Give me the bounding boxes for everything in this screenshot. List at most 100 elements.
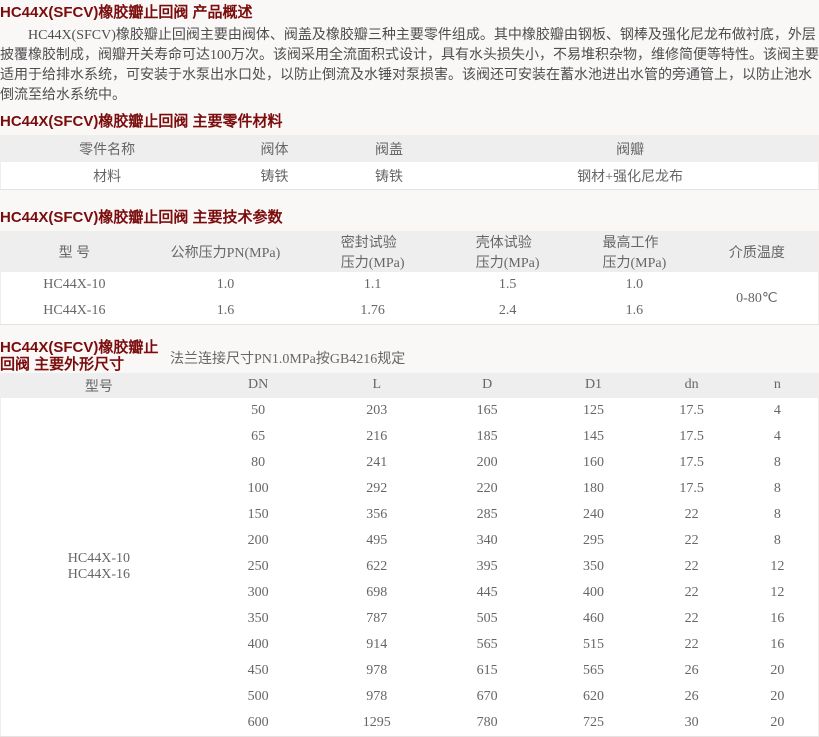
data-cell: 500 bbox=[247, 689, 269, 704]
data-cell: 12 bbox=[770, 559, 785, 574]
data-cell: 250 bbox=[247, 559, 269, 574]
data-cell: 8 bbox=[773, 507, 781, 522]
column-header: 阀盖 bbox=[335, 135, 443, 162]
data-cell: 220 bbox=[476, 481, 498, 496]
dimensions-section-title: HC44X(SFCV)橡胶瓣止回阀 主要外形尺寸 bbox=[0, 339, 159, 373]
table-row: 450 978 615 565 26 20 bbox=[1, 658, 819, 684]
data-cell: 17.5 bbox=[679, 429, 704, 444]
column-header: 型 号 bbox=[0, 231, 148, 272]
model-cell: HC44X-10 HC44X-16 bbox=[67, 551, 131, 582]
data-cell: 203 bbox=[366, 403, 388, 418]
data-cell: 622 bbox=[366, 559, 388, 574]
column-header: 阀瓣 bbox=[442, 135, 819, 162]
data-cell: 22 bbox=[684, 559, 699, 574]
data-cell: 17.5 bbox=[679, 455, 704, 470]
column-header: 密封试验 压力(MPa) bbox=[303, 231, 443, 272]
data-cell: 26 bbox=[684, 663, 699, 678]
table-row: 150 356 285 240 22 8 bbox=[1, 502, 819, 528]
data-cell: 600 bbox=[247, 715, 269, 730]
table-row: 600 1295 780 725 30 20 bbox=[1, 710, 819, 737]
data-cell: 295 bbox=[583, 533, 604, 548]
table-row: HC44X-16 1.6 1.76 2.4 1.6 bbox=[1, 298, 819, 325]
data-cell: 200 bbox=[476, 455, 498, 470]
header-row: 型 号公称压力PN(MPa) 密封试验 压力(MPa) 壳体试验 压力(MPa) 最高… bbox=[0, 231, 819, 272]
data-cell: 445 bbox=[476, 585, 498, 600]
params-section-title: HC44X(SFCV)橡胶瓣止回阀 主要技术参数 bbox=[0, 209, 283, 226]
materials-section-title: HC44X(SFCV)橡胶瓣止回阀 主要零件材料 bbox=[0, 113, 283, 130]
data-cell: 1.6 bbox=[216, 303, 235, 318]
data-cell: 22 bbox=[684, 611, 699, 626]
header-row: 型号 DN L D D1 dn n bbox=[0, 373, 819, 398]
data-cell: 185 bbox=[476, 429, 498, 444]
data-cell: 400 bbox=[583, 585, 604, 600]
data-cell: 356 bbox=[366, 507, 388, 522]
data-cell: 100 bbox=[247, 481, 269, 496]
table-row: 65 216 185 145 17.5 4 bbox=[1, 424, 819, 450]
data-cell: 216 bbox=[366, 429, 388, 444]
table-row: 400 914 565 515 22 16 bbox=[1, 632, 819, 658]
table-row: HC44X-10 1.0 1.1 1.5 1.0 0-80℃ bbox=[1, 272, 819, 306]
data-cell: 725 bbox=[583, 715, 604, 730]
data-cell: 395 bbox=[476, 559, 498, 574]
column-header: L bbox=[319, 373, 435, 398]
table-row: 200 495 340 295 22 8 bbox=[1, 528, 819, 554]
data-cell: 17.5 bbox=[679, 481, 704, 496]
data-cell: 1.5 bbox=[498, 277, 517, 292]
data-cell: 698 bbox=[366, 585, 388, 600]
data-cell: 30 bbox=[684, 715, 699, 730]
data-cell: 50 bbox=[251, 403, 266, 418]
data-cell: 8 bbox=[773, 533, 781, 548]
data-cell: 240 bbox=[583, 507, 604, 522]
data-cell: 铸铁 bbox=[375, 169, 404, 185]
data-cell: 1.6 bbox=[625, 303, 644, 318]
column-header: 介质温度 bbox=[695, 231, 819, 272]
data-cell: 565 bbox=[476, 637, 498, 652]
data-cell: 12 bbox=[770, 585, 785, 600]
data-cell: 292 bbox=[366, 481, 388, 496]
data-cell: 16 bbox=[770, 637, 785, 652]
dimensions-table: 型号 DN L D D1 dn n HC44X-10 HC44X-16 50 203 165 125… bbox=[0, 373, 819, 737]
data-cell: 17.5 bbox=[679, 403, 704, 418]
data-cell: 4 bbox=[773, 429, 781, 444]
data-cell: 450 bbox=[247, 663, 269, 678]
data-cell: 165 bbox=[476, 403, 498, 418]
data-cell: 16 bbox=[770, 611, 785, 626]
data-cell: 8 bbox=[773, 481, 781, 496]
data-cell: 615 bbox=[476, 663, 498, 678]
column-header: DN bbox=[196, 373, 320, 398]
data-cell: 241 bbox=[366, 455, 388, 470]
data-cell: 505 bbox=[476, 611, 498, 626]
data-cell: HC44X-10 bbox=[43, 277, 106, 292]
data-cell: 钢材+强化尼龙布 bbox=[577, 169, 684, 185]
column-header: dn bbox=[646, 373, 737, 398]
technical-parameters-table: 型 号公称压力PN(MPa) 密封试验 压力(MPa) 壳体试验 压力(MPa) 最高… bbox=[0, 231, 819, 325]
data-cell: 495 bbox=[366, 533, 388, 548]
header-row: 零件名称 阀体 阀盖 阀瓣 bbox=[0, 135, 819, 162]
data-cell: 2.4 bbox=[498, 303, 517, 318]
data-cell: 200 bbox=[247, 533, 269, 548]
column-header: 零件名称 bbox=[0, 135, 214, 162]
data-cell: 1295 bbox=[362, 715, 391, 730]
table-row: 250 622 395 350 22 12 bbox=[1, 554, 819, 580]
data-cell: 340 bbox=[476, 533, 498, 548]
data-cell: 670 bbox=[476, 689, 498, 704]
data-cell: 1.0 bbox=[625, 277, 644, 292]
data-cell: 978 bbox=[366, 689, 388, 704]
data-cell: 8 bbox=[773, 455, 781, 470]
data-cell: 460 bbox=[583, 611, 604, 626]
temperature-cell: 0-80℃ bbox=[736, 290, 778, 306]
data-cell: 26 bbox=[684, 689, 699, 704]
column-header: n bbox=[736, 373, 819, 398]
data-cell: 787 bbox=[366, 611, 388, 626]
data-cell: 1.0 bbox=[216, 277, 235, 292]
table-row: 300 698 445 400 22 12 bbox=[1, 580, 819, 606]
data-cell: 125 bbox=[583, 403, 604, 418]
column-header: 阀体 bbox=[213, 135, 336, 162]
data-cell: 180 bbox=[583, 481, 604, 496]
column-header: 型号 bbox=[0, 373, 197, 398]
data-cell: 20 bbox=[770, 689, 785, 704]
data-cell: 350 bbox=[583, 559, 604, 574]
data-cell: HC44X-16 bbox=[43, 303, 106, 318]
table-row: HC44X-10 HC44X-16 50 203 165 125 17.5 4 bbox=[1, 398, 819, 582]
